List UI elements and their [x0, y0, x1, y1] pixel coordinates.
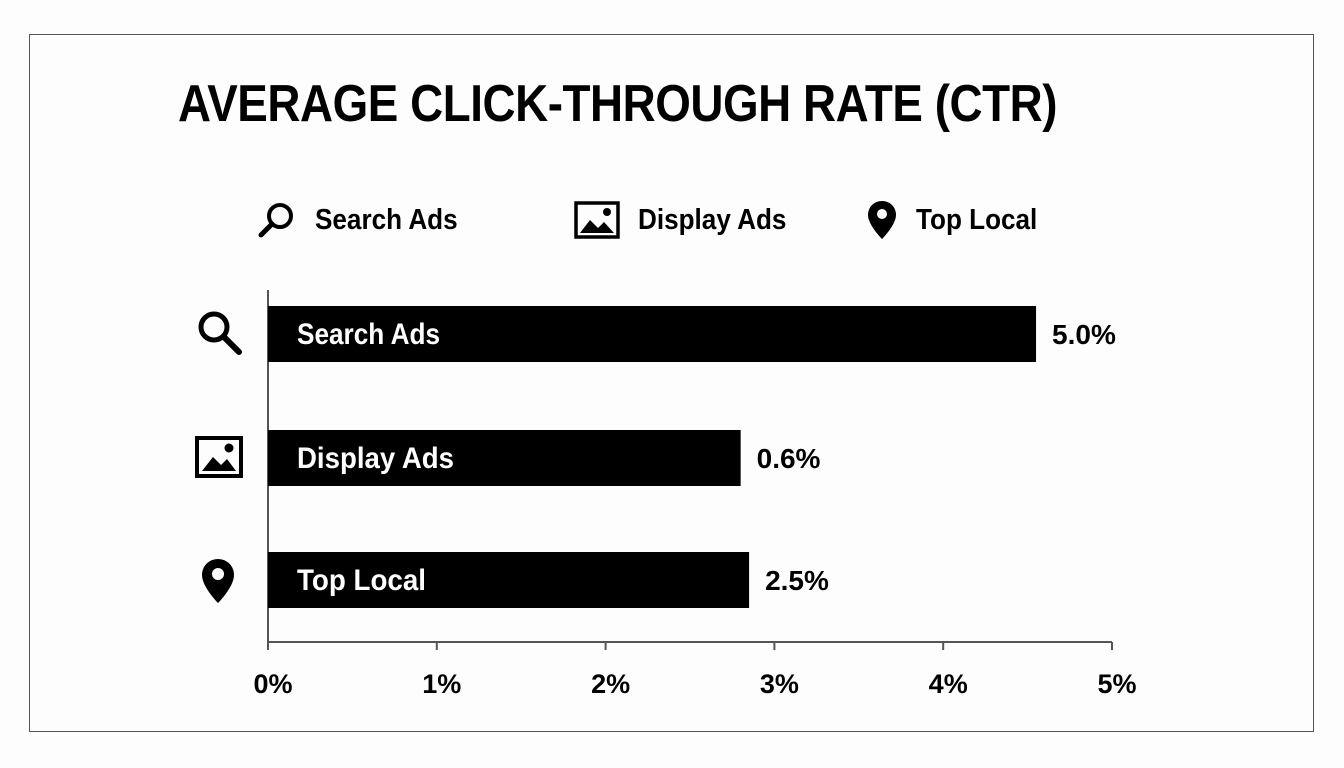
x-tick-label: 3% [760, 669, 799, 699]
bar-value-label: 5.0% [1052, 319, 1116, 350]
search-icon [198, 311, 242, 355]
legend-label: Display Ads [638, 203, 787, 236]
location-pin-icon [202, 559, 234, 603]
bar-category-label: Top Local [297, 564, 426, 597]
chart-frame [29, 34, 1314, 732]
x-tick-label: 2% [591, 669, 630, 699]
x-tick-label: 4% [929, 669, 968, 699]
search-icon [258, 203, 293, 238]
x-tick-label: 5% [1097, 669, 1136, 699]
bar [268, 306, 1037, 362]
legend-item-search-ads: Search Ads [257, 198, 474, 242]
x-tick-label: 1% [422, 669, 461, 699]
x-tick-label: 0% [253, 669, 292, 699]
legend-label: Search Ads [315, 203, 458, 236]
bar-category-label: Search Ads [297, 318, 440, 351]
legend-label: Top Local [916, 203, 1038, 236]
bar [268, 430, 741, 486]
bar-value-label: 0.6% [757, 443, 821, 474]
chart-title: AVERAGE CLICK-THROUGH RATE (CTR) [178, 75, 1058, 133]
bar-category-label: Display Ads [297, 442, 454, 475]
bar [268, 552, 750, 608]
image-icon [574, 201, 620, 239]
image-icon [195, 436, 243, 478]
location-pin-icon [868, 201, 896, 239]
legend-item-top-local: Top Local [866, 198, 1051, 242]
bar-value-label: 2.5% [765, 565, 829, 596]
legend-item-display-ads: Display Ads [574, 198, 803, 242]
